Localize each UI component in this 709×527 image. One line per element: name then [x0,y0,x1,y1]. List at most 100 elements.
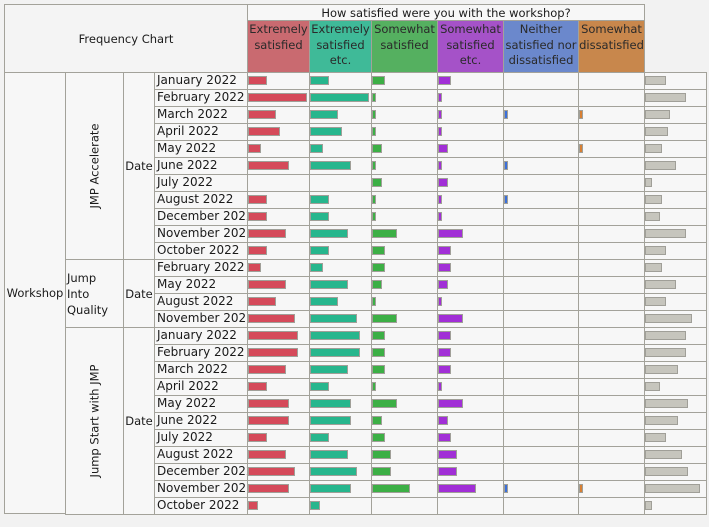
value-cell [503,174,579,192]
frequency-bar [310,161,351,170]
total-bar [645,195,662,204]
value-cell [578,497,645,515]
column-question-header: How satisfied were you with the workshop… [247,4,645,21]
frequency-bar [438,365,451,374]
date-label: November 2022 [157,481,254,495]
frequency-bar [248,399,289,408]
frequency-bar [438,331,451,340]
column-header-label: Extremely satisfied [249,22,308,52]
date-label: April 2022 [157,124,219,138]
date-label-cell: December 2022 [154,463,254,481]
frequency-bar [438,178,448,187]
frequency-bar [310,450,348,459]
value-cell [578,480,645,498]
frequency-bar [438,161,442,170]
frequency-bar [438,297,442,306]
value-cell [503,463,579,481]
total-bar [645,93,686,102]
frequency-bar [310,93,369,102]
frequency-bar [310,76,329,85]
total-bar [645,144,662,153]
date-label: May 2022 [157,396,217,410]
workshop-group-label: Jump Start with JMP [87,364,102,478]
date-label: December 2022 [157,209,254,223]
column-header-1: Extremely satisfied [247,20,310,73]
total-bar [645,467,688,476]
value-cell [503,106,579,124]
value-cell [503,123,579,141]
value-cell [578,140,645,158]
frequency-bar [310,331,360,340]
total-bar [645,297,666,306]
value-cell [578,327,645,345]
value-cell [578,429,645,447]
date-label: October 2022 [157,498,240,512]
frequency-bar [438,484,476,493]
frequency-bar [372,450,391,459]
frequency-bar [438,76,451,85]
date-label-cell: October 2022 [154,497,248,515]
frequency-bar [438,144,448,153]
frequency-bar [372,382,376,391]
frequency-bar [248,127,280,136]
frequency-bar [438,212,442,221]
column-header-2: Extremely satisfied etc. [309,20,372,73]
column-header-5: Neither satisfied nor dissatisfied [503,20,579,73]
date-label: July 2022 [157,430,213,444]
total-bar [645,110,670,119]
value-cell [503,242,579,260]
frequency-bar [438,399,463,408]
value-cell [578,191,645,209]
frequency-bar [310,382,329,391]
frequency-bar [310,501,320,510]
value-cell [578,463,645,481]
frequency-bar [504,484,508,493]
value-cell [503,412,579,430]
date-sublabel-cell: Date [123,327,155,515]
value-cell [578,89,645,107]
value-cell [578,208,645,226]
frequency-bar [372,433,385,442]
frequency-bar [248,263,261,272]
value-cell [309,174,372,192]
date-label: August 2022 [157,447,234,461]
total-bar [645,229,686,238]
frequency-bar [310,484,351,493]
frequency-bar [310,348,360,357]
frequency-bar [372,178,382,187]
frequency-bar [372,365,385,374]
frequency-bar [310,212,329,221]
total-bar [645,450,682,459]
date-label: December 2022 [157,464,254,478]
frequency-bar [248,280,286,289]
frequency-bar [248,161,289,170]
date-label-cell: February 2022 [154,344,248,362]
frequency-bar [248,212,267,221]
value-cell [644,174,707,192]
workshop-group-label-cell: Jump Into Quality [65,259,124,328]
date-label-cell: November 2022 [154,480,254,498]
total-bar [645,178,652,187]
frequency-bar [248,144,261,153]
date-label: March 2022 [157,107,228,121]
date-label: May 2022 [157,277,217,291]
value-cell [437,191,504,209]
value-cell [503,480,579,498]
date-label-cell: March 2022 [154,361,248,379]
frequency-bar [372,314,397,323]
date-label: June 2022 [157,158,218,172]
total-bar [645,501,652,510]
value-cell [578,395,645,413]
value-cell [503,72,579,90]
frequency-bar [438,246,451,255]
total-bar [645,433,666,442]
date-label-cell: November 2022 [154,225,254,243]
frequency-bar [310,467,357,476]
frequency-bar [438,433,451,442]
value-cell [371,157,438,175]
corner-title-cell: Frequency Chart [4,4,248,73]
value-cell [578,293,645,311]
total-bar [645,212,660,221]
value-cell [578,123,645,141]
frequency-bar [310,297,338,306]
